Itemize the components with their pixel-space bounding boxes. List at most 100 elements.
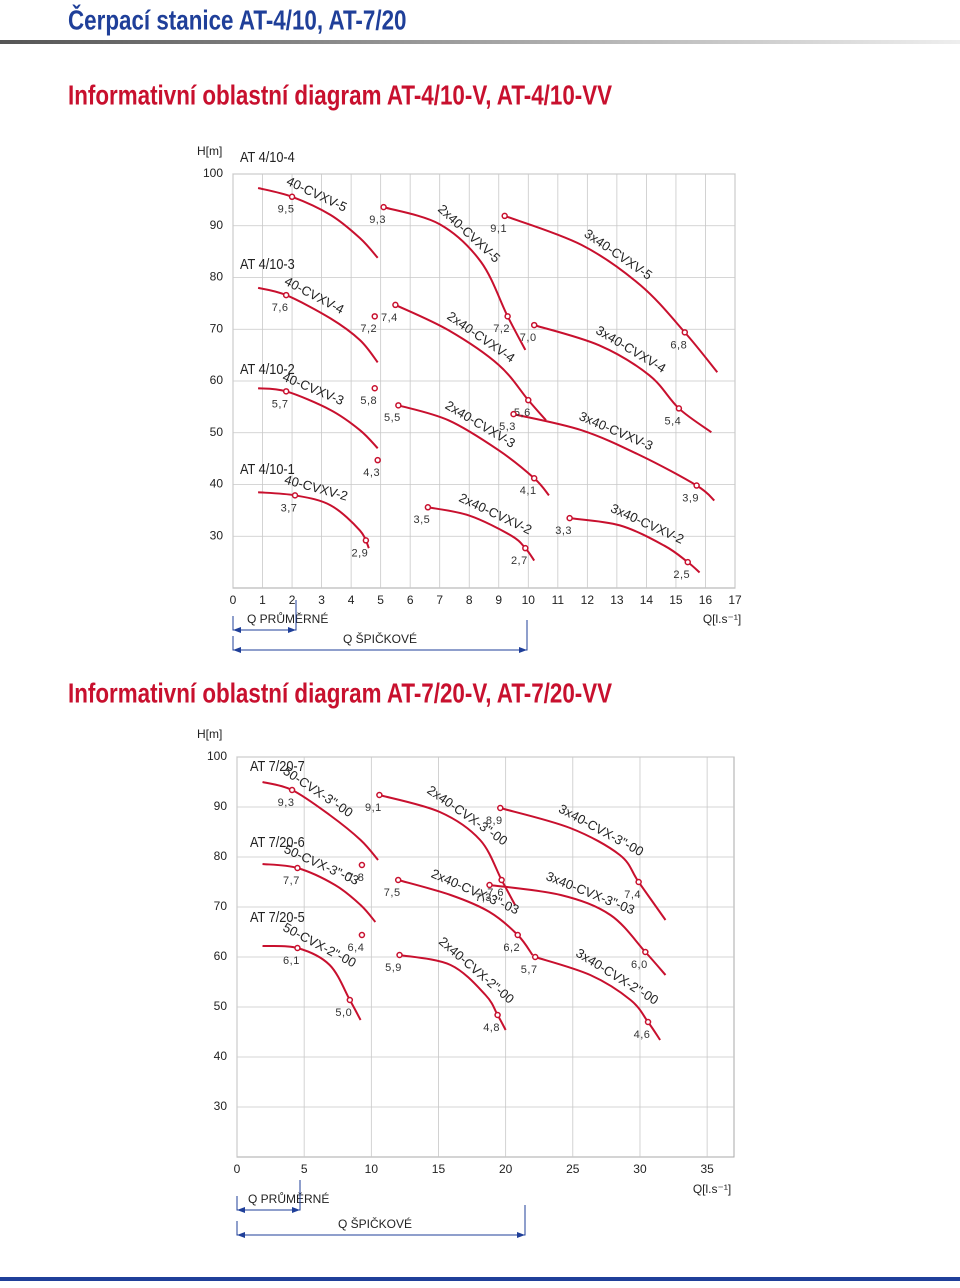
- y-tick-label: 100: [207, 749, 227, 763]
- pump-curve: [257, 387, 379, 449]
- point-marker: [494, 1011, 501, 1019]
- range-arrow: [232, 600, 297, 631]
- y-tick-label: 50: [214, 999, 228, 1013]
- pump-curve: [257, 286, 379, 363]
- point-label: 9,1: [365, 802, 382, 814]
- y-tick-label: 50: [210, 425, 224, 439]
- point-label: 5,7: [272, 398, 289, 410]
- pump-curve: [427, 506, 536, 562]
- y-tick-label: 70: [214, 899, 228, 913]
- x-tick-label: 3: [318, 593, 325, 607]
- x-tick-label: 16: [699, 593, 713, 607]
- curve-label: 3x40-CVX-3"-00: [556, 801, 646, 859]
- point-label: 8,9: [486, 815, 503, 827]
- range-arrow: [236, 1180, 301, 1211]
- point-marker: [566, 514, 573, 522]
- pump-curve: [533, 324, 712, 434]
- point-marker: [362, 537, 370, 544]
- region-label: AT 4/10-1: [240, 460, 295, 477]
- x-tick-label: 30: [633, 1162, 647, 1176]
- point-label: 6,2: [503, 942, 520, 954]
- point-label: 5,7: [521, 964, 538, 976]
- point-marker: [294, 864, 301, 872]
- point-label: 5,3: [499, 421, 516, 433]
- x-tick-label: 35: [700, 1162, 714, 1176]
- point-marker: [681, 329, 689, 336]
- pump-curve: [569, 517, 701, 574]
- point-label: 9,1: [490, 223, 507, 235]
- x-tick-label: 9: [495, 593, 502, 607]
- region-label: AT 4/10-2: [240, 360, 295, 377]
- point-marker: [371, 313, 378, 320]
- section-title: Informativní oblastní diagram AT-7/20-V,…: [68, 678, 612, 709]
- point-label: 3,7: [281, 502, 298, 514]
- point-marker: [486, 881, 493, 889]
- x-tick-label: 2: [289, 593, 296, 607]
- x-tick-label: 14: [640, 593, 654, 607]
- point-label: 4,3: [363, 467, 380, 479]
- point-marker: [531, 953, 539, 961]
- point-label: 7,0: [520, 332, 537, 344]
- pump-curve: [262, 944, 362, 1021]
- x-tick-label: 0: [234, 1162, 241, 1176]
- point-marker: [288, 786, 296, 794]
- point-marker: [288, 193, 296, 201]
- point-label: 7,3: [475, 892, 492, 904]
- point-marker: [693, 482, 700, 489]
- point-label: 7,2: [493, 323, 510, 335]
- point-label: 5,5: [384, 412, 401, 424]
- point-marker: [396, 951, 403, 959]
- point-label: 3,3: [555, 525, 572, 537]
- pump-curve: [257, 187, 379, 259]
- point-marker: [395, 402, 402, 409]
- point-marker: [635, 878, 642, 886]
- point-marker: [675, 405, 683, 412]
- y-tick-label: 100: [203, 166, 223, 180]
- pump-curve: [383, 206, 527, 351]
- point-label: 9,3: [278, 797, 295, 809]
- point-marker: [530, 321, 538, 329]
- point-marker: [392, 301, 399, 309]
- pump-curve: [394, 304, 547, 421]
- pump-curve: [262, 863, 377, 923]
- point-marker: [358, 861, 366, 869]
- point-marker: [684, 558, 692, 566]
- point-label: 4,6: [634, 1029, 651, 1041]
- footer-rule: [0, 1277, 960, 1281]
- point-label: 9,5: [278, 204, 295, 216]
- point-label: 6,8: [670, 339, 687, 351]
- point-marker: [374, 456, 381, 464]
- pump-curve: [500, 807, 667, 921]
- point-label: 9,3: [369, 214, 386, 226]
- q-peak-label: Q ŠPIČKOVÉ: [338, 1216, 412, 1231]
- header-rule: [0, 40, 960, 44]
- region-label: AT 7/20-6: [250, 833, 305, 850]
- point-marker: [642, 948, 649, 956]
- y-axis-label: H[m]: [197, 727, 222, 741]
- point-label: 7,2: [360, 323, 377, 335]
- pump-curve: [489, 884, 667, 976]
- point-marker: [291, 492, 299, 499]
- x-tick-label: 25: [566, 1162, 580, 1176]
- region-label: AT 4/10-3: [240, 255, 295, 272]
- point-label: 7,6: [272, 302, 289, 314]
- point-marker: [525, 396, 532, 404]
- y-tick-label: 40: [214, 1049, 228, 1063]
- point-label: 4,1: [520, 485, 537, 497]
- point-label: 7,6: [487, 887, 504, 899]
- x-tick-label: 12: [581, 593, 595, 607]
- y-tick-label: 60: [214, 949, 228, 963]
- point-marker: [522, 544, 529, 552]
- point-label: 6,0: [631, 959, 648, 971]
- pump-curve: [504, 214, 719, 373]
- x-tick-label: 7: [436, 593, 443, 607]
- range-arrow: [232, 620, 528, 651]
- pump-curve: [399, 954, 507, 1031]
- y-tick-label: 70: [210, 321, 224, 335]
- point-marker: [371, 384, 378, 392]
- point-label: 3,9: [682, 492, 699, 504]
- y-tick-label: 30: [214, 1099, 228, 1113]
- pump-curve: [262, 781, 379, 861]
- curve-label: 3x40-CVXV-5: [582, 226, 655, 283]
- point-label: 2,5: [673, 569, 690, 581]
